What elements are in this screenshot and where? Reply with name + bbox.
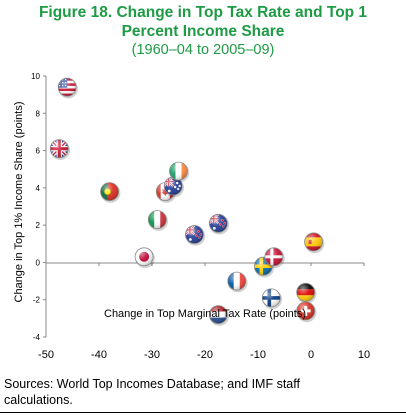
y-tick-label: 0 [36,258,41,267]
flag-point-finland [261,288,283,310]
x-tick-label: 0 [308,349,314,361]
flag-point-new-zealand [184,225,206,246]
chart-title-line1: Figure 18. Change in Top Tax Rate and To… [38,4,368,21]
x-tick-label: -40 [91,349,107,361]
y-tick-label: 4 [36,184,41,193]
flag-point-denmark [264,247,285,269]
source-note: Sources: World Top Incomes Database; and… [4,376,404,408]
flag-point-ireland [169,161,190,183]
source-line2: calculations. [4,393,73,407]
x-tick-label: -30 [144,349,160,361]
flag-point-united-kingdom [49,139,71,160]
flag-point-new-zealand [208,213,230,235]
flag-point-portugal [100,182,121,203]
flag-point-netherlands [208,305,230,326]
y-tick-label: 8 [36,109,41,118]
y-tick-label: 10 [31,72,40,81]
chart-title-line2: Percent Income Share [121,23,285,40]
x-tick-label: 10 [358,349,370,361]
flag-point-japan [134,247,155,269]
flag-point-germany [296,282,317,304]
flag-point-spain [304,232,325,254]
x-tick-label: -20 [197,349,213,361]
source-line1: Sources: World Top Incomes Database; and… [4,377,300,391]
y-tick-label: 2 [36,221,41,230]
flag-point-united-states [57,77,78,99]
y-tick-label: -2 [33,296,41,305]
y-axis-label: Change in Top 1% Income Share (points) [13,102,25,303]
chart-subtitle: (1960–04 to 2005–09) [131,42,275,58]
y-tick-label: 6 [36,147,41,156]
bottom-rule [0,412,406,413]
flag-point-italy [147,210,169,231]
flag-point-switzerland [296,301,317,323]
x-axis-label: Change in Top Marginal Tax Rate (points) [104,308,306,320]
x-tick-label: -50 [38,349,54,361]
flag-point-australia [163,176,184,198]
y-tick-label: -4 [33,333,41,342]
x-tick-label: -10 [250,349,266,361]
flag-point-france [227,271,248,293]
